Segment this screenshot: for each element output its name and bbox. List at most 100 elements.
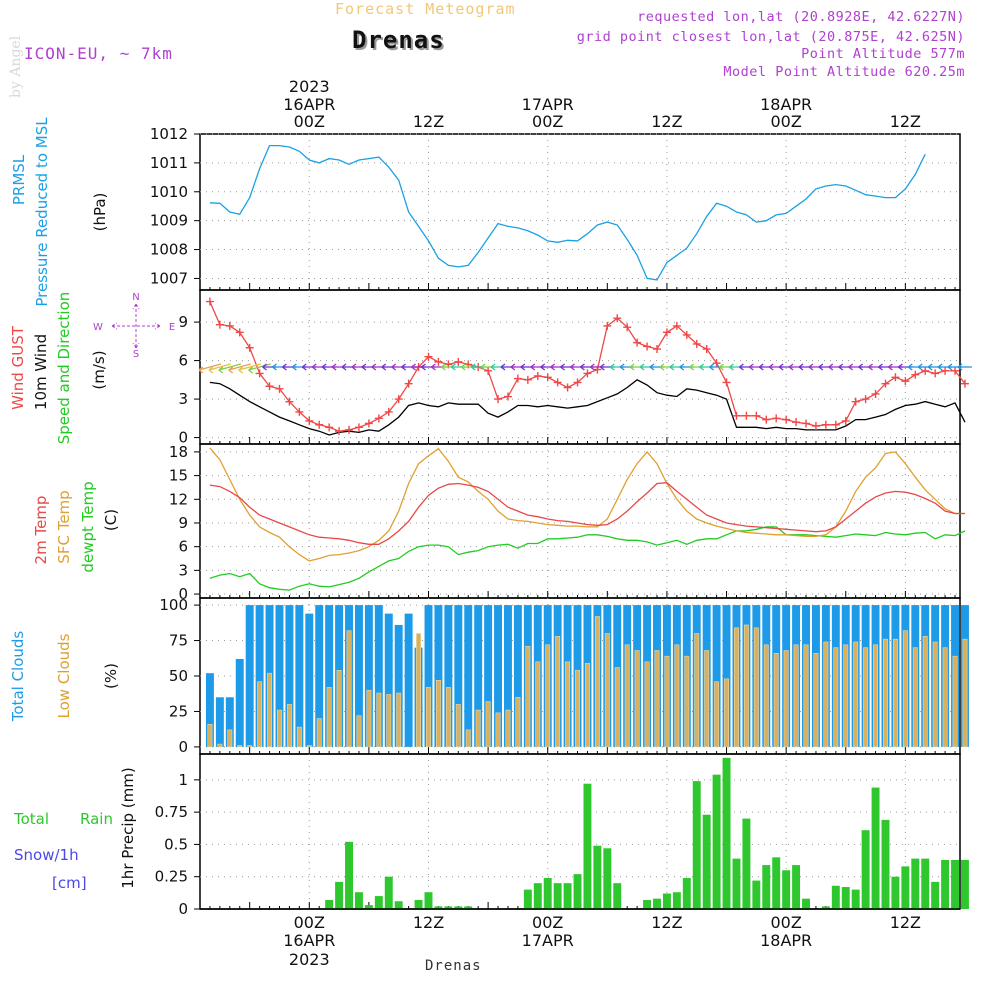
- y-tick-label: 18: [169, 443, 188, 461]
- gust-marker: [345, 425, 354, 434]
- gust-marker: [364, 419, 373, 428]
- low-cloud-bar: [575, 670, 580, 748]
- low-cloud-bar: [286, 704, 292, 748]
- gust-marker: [503, 392, 512, 401]
- grid-point-coords: grid point closest lon,lat (20.875E, 42.…: [576, 29, 965, 45]
- pressure-label-desc: Pressure Reduced to MSL: [33, 117, 51, 307]
- precip-bar: [881, 819, 890, 909]
- sfc-temp-label: SFC Temp: [55, 490, 73, 563]
- x-tick-top: 00Z: [770, 112, 801, 131]
- gust-marker: [235, 328, 244, 337]
- low-cloud-bar: [207, 723, 213, 748]
- precip-bar: [384, 876, 393, 909]
- wind-speed-line: [209, 379, 966, 436]
- precip-bar: [583, 783, 592, 909]
- x-year-bottom: 2023: [289, 950, 330, 969]
- precip-bar: [901, 866, 910, 909]
- low-cloud-bar: [684, 655, 690, 748]
- low-cloud-bar: [455, 704, 461, 748]
- gust-marker: [533, 371, 542, 380]
- wind-10m-label: 10m Wind: [32, 334, 50, 410]
- low-cloud-bar: [863, 647, 869, 748]
- gust-marker: [623, 323, 632, 332]
- x-date-top: 17APR: [522, 95, 574, 114]
- requested-coords: requested lon,lat (20.8928E, 42.6227N): [637, 9, 965, 25]
- gust-marker: [305, 416, 314, 425]
- gust-marker: [951, 366, 960, 375]
- low-cloud-bar: [704, 650, 710, 748]
- precip-bar: [752, 880, 761, 909]
- low-cloud-bar: [495, 712, 501, 748]
- precip-bar: [394, 901, 403, 909]
- y-tick-label: 1008: [150, 241, 188, 259]
- precip-bar: [672, 892, 681, 909]
- precip-bar: [563, 883, 572, 909]
- gust-marker: [563, 383, 572, 392]
- low-cloud-bar: [604, 633, 610, 748]
- gust-marker: [921, 366, 930, 375]
- precip-bar: [444, 906, 453, 909]
- gust-marker: [792, 418, 801, 427]
- low-cloud-bar: [654, 650, 660, 748]
- low-cloud-bar: [793, 644, 799, 748]
- gust-marker: [335, 427, 344, 436]
- gust-marker: [831, 420, 840, 429]
- low-cloud-bar: [545, 644, 551, 748]
- x-date-top: 16APR: [283, 95, 335, 114]
- precip-bar: [891, 876, 900, 909]
- precip-total-label: Total: [13, 810, 49, 828]
- precip-bar: [364, 905, 373, 909]
- x-date-bottom: 16APR: [283, 931, 335, 950]
- low-cloud-bar: [237, 745, 243, 748]
- low-cloud-bar: [227, 729, 233, 748]
- gust-marker: [633, 338, 642, 347]
- low-cloud-bar: [445, 687, 451, 748]
- low-cloud-bar: [326, 687, 332, 748]
- total-cloud-bar: [245, 605, 254, 747]
- total-cloud-bar: [275, 605, 284, 747]
- total-cloud-bar: [325, 605, 334, 747]
- gust-marker: [325, 423, 334, 432]
- total-cloud-bar: [315, 605, 324, 747]
- precip-bar: [841, 887, 850, 909]
- precip-bar: [653, 898, 661, 909]
- compass-e: E: [169, 322, 175, 333]
- precip-bar: [911, 858, 920, 909]
- precip-bar: [951, 859, 960, 909]
- total-cloud-bar: [484, 605, 493, 747]
- precip-label: 1hr Precip (mm): [119, 767, 137, 888]
- gust-marker: [772, 414, 781, 423]
- low-cloud-bar: [565, 661, 571, 748]
- total-cloud-bar: [454, 605, 463, 747]
- precip-bar: [464, 906, 473, 909]
- gust-marker: [960, 379, 969, 388]
- low-cloud-bar: [585, 662, 590, 748]
- x-tick-bottom: 12Z: [413, 913, 444, 932]
- gust-marker: [245, 343, 254, 352]
- gust-marker: [871, 389, 880, 398]
- gust-marker: [265, 382, 274, 391]
- precip-bar: [613, 883, 622, 909]
- low-cloud-bar: [853, 641, 859, 748]
- low-cloud-bar: [694, 633, 700, 748]
- precip-bar: [424, 892, 433, 909]
- clouds-unit: (%): [102, 663, 120, 689]
- gust-marker: [484, 366, 493, 375]
- y-tick-label: 100: [159, 596, 188, 614]
- precip-bar: [851, 889, 860, 909]
- y-tick-label: 0: [178, 900, 188, 918]
- precip-bar: [523, 889, 532, 909]
- low-cloud-bar: [942, 647, 948, 748]
- precip-bar: [871, 787, 880, 909]
- low-cloud-bar: [535, 661, 541, 748]
- total-cloud-bar: [394, 624, 403, 747]
- gust-marker: [205, 297, 214, 306]
- total-cloud-bar: [424, 605, 433, 747]
- x-tick-top: 12Z: [651, 112, 682, 131]
- precip-bar: [543, 878, 552, 909]
- y-tick-label: 15: [169, 467, 188, 485]
- gust-marker: [732, 411, 741, 420]
- gust-marker: [662, 328, 671, 337]
- precip-bar: [772, 857, 781, 909]
- y-tick-label: 6: [178, 538, 188, 556]
